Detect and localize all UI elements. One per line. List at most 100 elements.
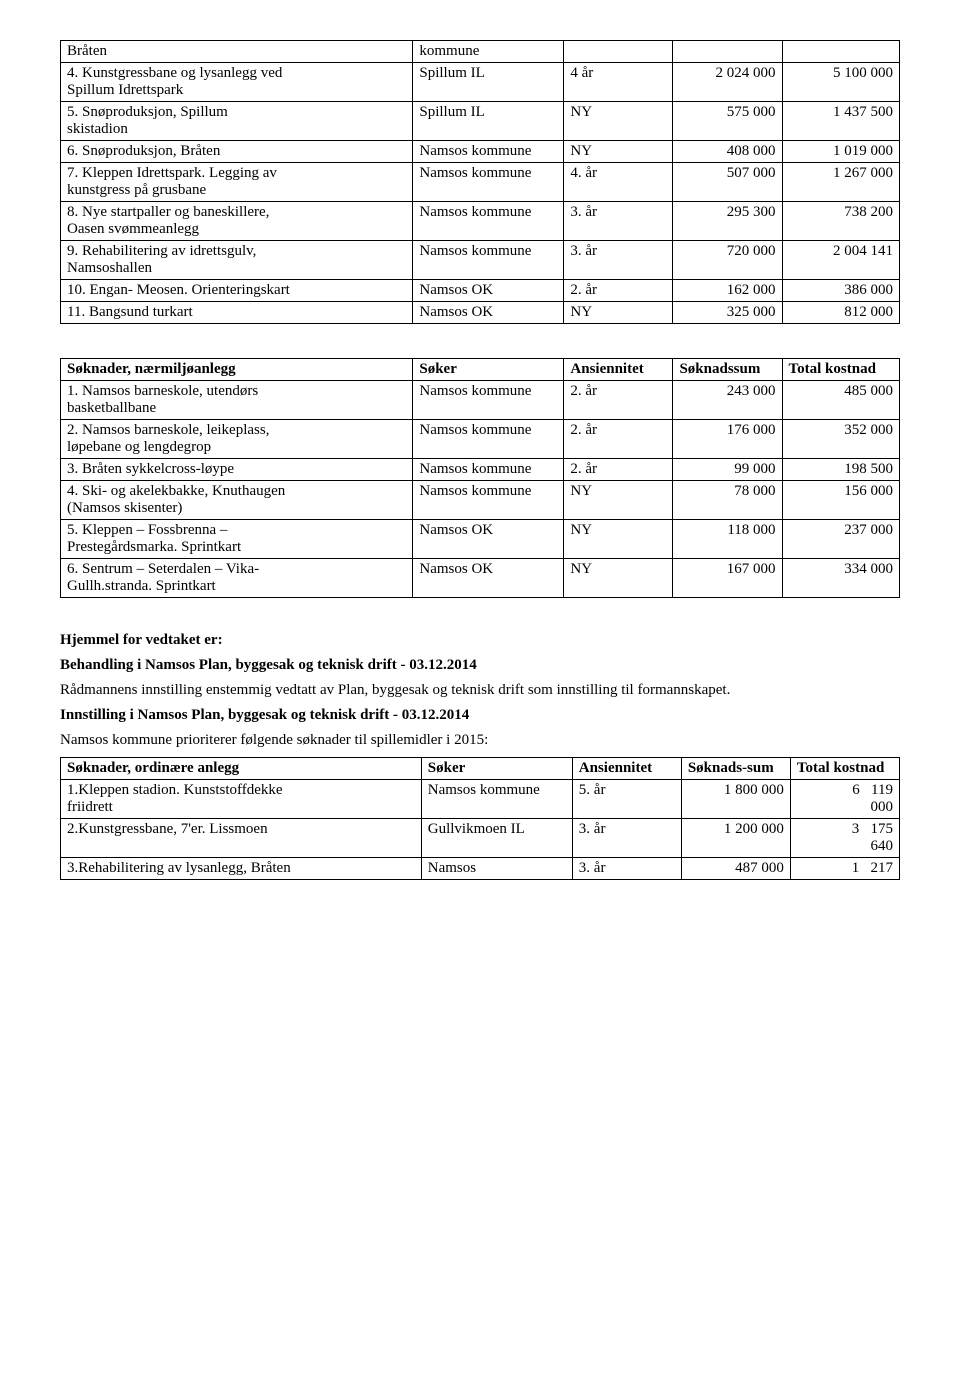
table-row: 8. Nye startpaller og baneskillere, Oase…	[61, 202, 900, 241]
table-row: 1.Kleppen stadion. Kunststoffdekke friid…	[61, 780, 900, 819]
cell-tot: 812 000	[782, 302, 899, 324]
col-sum: Søknads-sum	[681, 758, 790, 780]
cell-sum: 118 000	[673, 520, 782, 559]
cell-ans: 2. år	[564, 420, 673, 459]
cell-tot: 5 100 000	[782, 63, 899, 102]
table-row: 10. Engan- Meosen. OrienteringskartNamso…	[61, 280, 900, 302]
cell-desc: 2. Namsos barneskole, leikeplass, løpeba…	[61, 420, 413, 459]
cell-tot: 352 000	[782, 420, 899, 459]
cell-ans: NY	[564, 559, 673, 598]
cell-desc: 11. Bangsund turkart	[61, 302, 413, 324]
table-row: 4. Kunstgressbane og lysanlegg ved Spill…	[61, 63, 900, 102]
table-row: 11. Bangsund turkartNamsos OKNY325 00081…	[61, 302, 900, 324]
cell-ans: NY	[564, 102, 673, 141]
cell-desc: 8. Nye startpaller og baneskillere, Oase…	[61, 202, 413, 241]
cell-sum: 162 000	[673, 280, 782, 302]
cell-desc: 4. Kunstgressbane og lysanlegg ved Spill…	[61, 63, 413, 102]
table-ordinaere-cont: Bråtenkommune4. Kunstgressbane og lysanl…	[60, 40, 900, 324]
cell-ans: 5. år	[572, 780, 681, 819]
cell-desc: 1.Kleppen stadion. Kunststoffdekke friid…	[61, 780, 422, 819]
col-soker: Søker	[413, 359, 564, 381]
cell-tot	[782, 41, 899, 63]
cell-desc: Bråten	[61, 41, 413, 63]
col-ans: Ansiennitet	[564, 359, 673, 381]
cell-tot: 485 000	[782, 381, 899, 420]
cell-sum: 575 000	[673, 102, 782, 141]
cell-soker: Namsos OK	[413, 520, 564, 559]
innstilling-heading: Innstilling i Namsos Plan, byggesak og t…	[60, 707, 900, 724]
cell-desc: 9. Rehabilitering av idrettsgulv, Namsos…	[61, 241, 413, 280]
cell-soker: Namsos kommune	[413, 241, 564, 280]
cell-soker: Namsos OK	[413, 559, 564, 598]
cell-sum: 720 000	[673, 241, 782, 280]
cell-tot: 386 000	[782, 280, 899, 302]
cell-soker: Namsos kommune	[413, 420, 564, 459]
cell-tot: 6 119000	[790, 780, 899, 819]
innstilling-text: Namsos kommune prioriterer følgende søkn…	[60, 732, 900, 749]
cell-ans: NY	[564, 302, 673, 324]
table-naermiljo: Søknader, nærmiljøanlegg Søker Ansiennit…	[60, 358, 900, 598]
cell-ans: 3. år	[572, 819, 681, 858]
cell-desc: 2.Kunstgressbane, 7'er. Lissmoen	[61, 819, 422, 858]
cell-ans: 2. år	[564, 280, 673, 302]
cell-tot: 334 000	[782, 559, 899, 598]
table-row: 9. Rehabilitering av idrettsgulv, Namsos…	[61, 241, 900, 280]
cell-sum	[673, 41, 782, 63]
cell-soker: Namsos kommune	[421, 780, 572, 819]
cell-soker: Namsos kommune	[413, 459, 564, 481]
col-desc: Søknader, nærmiljøanlegg	[61, 359, 413, 381]
col-desc: Søknader, ordinære anlegg	[61, 758, 422, 780]
col-sum: Søknadssum	[673, 359, 782, 381]
cell-desc: 5. Kleppen – Fossbrenna – Prestegårdsmar…	[61, 520, 413, 559]
table-header-row: Søknader, nærmiljøanlegg Søker Ansiennit…	[61, 359, 900, 381]
cell-tot: 738 200	[782, 202, 899, 241]
table-ordinaere-2015: Søknader, ordinære anlegg Søker Ansienni…	[60, 757, 900, 880]
table-header-row: Søknader, ordinære anlegg Søker Ansienni…	[61, 758, 900, 780]
table-row: 4. Ski- og akelekbakke, Knuthaugen (Nams…	[61, 481, 900, 520]
cell-tot: 1 217	[790, 858, 899, 880]
cell-sum: 408 000	[673, 141, 782, 163]
cell-desc: 3.Rehabilitering av lysanlegg, Bråten	[61, 858, 422, 880]
cell-desc: 5. Snøproduksjon, Spillum skistadion	[61, 102, 413, 141]
cell-ans: 2. år	[564, 459, 673, 481]
table-row: 3.Rehabilitering av lysanlegg, BråtenNam…	[61, 858, 900, 880]
cell-sum: 243 000	[673, 381, 782, 420]
cell-ans: 4 år	[564, 63, 673, 102]
cell-soker: Gullvikmoen IL	[421, 819, 572, 858]
table-row: 1. Namsos barneskole, utendørs basketbal…	[61, 381, 900, 420]
cell-tot: 2 004 141	[782, 241, 899, 280]
cell-soker: Namsos kommune	[413, 381, 564, 420]
cell-ans: 3. år	[564, 241, 673, 280]
cell-sum: 1 800 000	[681, 780, 790, 819]
cell-tot: 198 500	[782, 459, 899, 481]
cell-soker: kommune	[413, 41, 564, 63]
cell-desc: 6. Snøproduksjon, Bråten	[61, 141, 413, 163]
cell-soker: Namsos kommune	[413, 141, 564, 163]
cell-sum: 176 000	[673, 420, 782, 459]
cell-desc: 6. Sentrum – Seterdalen – Vika- Gullh.st…	[61, 559, 413, 598]
table-row: 3. Bråten sykkelcross-løypeNamsos kommun…	[61, 459, 900, 481]
cell-ans: 4. år	[564, 163, 673, 202]
cell-tot: 3 175640	[790, 819, 899, 858]
cell-sum: 78 000	[673, 481, 782, 520]
cell-ans: NY	[564, 481, 673, 520]
cell-tot: 237 000	[782, 520, 899, 559]
cell-tot: 156 000	[782, 481, 899, 520]
cell-soker: Spillum IL	[413, 63, 564, 102]
cell-soker: Namsos OK	[413, 302, 564, 324]
table-row: 7. Kleppen Idrettspark. Legging av kunst…	[61, 163, 900, 202]
cell-soker: Namsos kommune	[413, 202, 564, 241]
cell-soker: Namsos kommune	[413, 163, 564, 202]
cell-ans	[564, 41, 673, 63]
behandling-heading: Behandling i Namsos Plan, byggesak og te…	[60, 657, 900, 674]
table-row: 6. Sentrum – Seterdalen – Vika- Gullh.st…	[61, 559, 900, 598]
col-tot: Total kostnad	[790, 758, 899, 780]
col-tot: Total kostnad	[782, 359, 899, 381]
cell-tot: 1 267 000	[782, 163, 899, 202]
cell-ans: 2. år	[564, 381, 673, 420]
col-soker: Søker	[421, 758, 572, 780]
cell-tot: 1 019 000	[782, 141, 899, 163]
cell-sum: 295 300	[673, 202, 782, 241]
cell-soker: Namsos	[421, 858, 572, 880]
col-ans: Ansiennitet	[572, 758, 681, 780]
